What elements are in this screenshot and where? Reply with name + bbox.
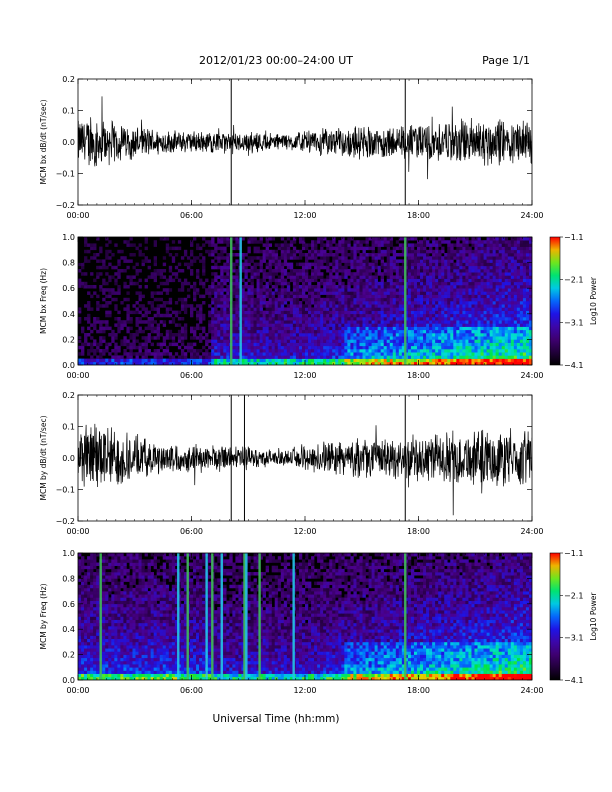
y-tick-label: 0.8 bbox=[62, 259, 75, 268]
spectrogram-cells bbox=[78, 553, 532, 680]
x-tick-label: 06:00 bbox=[180, 686, 203, 695]
stripe-2 bbox=[404, 237, 407, 365]
colorbar-tick-label: −1.1 bbox=[564, 233, 583, 242]
y-tick-label: 0.4 bbox=[62, 310, 75, 319]
stripe-10 bbox=[404, 553, 407, 680]
x-tick-label: 00:00 bbox=[66, 371, 89, 380]
x-tick-label: 12:00 bbox=[293, 371, 316, 380]
x-tick-label: 18:00 bbox=[407, 686, 430, 695]
x-tick-label: 12:00 bbox=[293, 211, 316, 220]
page-indicator: Page 1/1 bbox=[482, 54, 530, 67]
stripe-4 bbox=[211, 553, 214, 680]
y-tick-label: 0.1 bbox=[62, 107, 75, 116]
by-timeseries: 00:00 06:00 12:00 18:00 24:00 0.2 0.1 0.0 −0.1 −0… bbox=[39, 391, 544, 536]
stripe-7 bbox=[245, 553, 248, 680]
y-tick-label: −0.1 bbox=[56, 170, 75, 179]
spectrogram-cells bbox=[78, 237, 532, 365]
y-tick-label: 0.2 bbox=[62, 651, 75, 660]
y-tick-label: −0.1 bbox=[56, 486, 75, 495]
y-tick-label: 0.2 bbox=[62, 75, 75, 84]
panels: 00:00 06:00 12:00 18:00 24:00 0.2 0.1 0.0 −0.1 −0… bbox=[39, 75, 598, 695]
x-tick-label: 24:00 bbox=[520, 527, 543, 536]
y-axis-label: MCM bx Freq (Hz) bbox=[39, 268, 48, 334]
trace-line bbox=[78, 423, 532, 516]
y-tick-label: 0.1 bbox=[62, 423, 75, 432]
stripe-6 bbox=[243, 553, 246, 680]
x-tick-label: 00:00 bbox=[66, 527, 89, 536]
stripe-1 bbox=[239, 237, 242, 365]
by-spectrogram: −1.1 −2.1 −3.1 −4.1 Log10 Power 00:00 06:00 12:… bbox=[39, 549, 598, 695]
y-axis-label: MCM by Freq (Hz) bbox=[39, 583, 48, 649]
y-tick-label: −0.2 bbox=[56, 201, 75, 210]
x-tick-label: 24:00 bbox=[520, 686, 543, 695]
colorbar bbox=[549, 236, 561, 366]
y-tick-label: 1.0 bbox=[62, 233, 75, 242]
y-tick-label: 0.2 bbox=[62, 391, 75, 400]
stripe-5 bbox=[220, 553, 223, 680]
stripe-8 bbox=[258, 553, 261, 680]
stripe-0 bbox=[99, 553, 102, 680]
colorbar-tick-label: −3.1 bbox=[564, 634, 583, 643]
stripe-1 bbox=[177, 553, 180, 680]
colorbar-tick-label: −1.1 bbox=[564, 549, 583, 558]
y-tick-label: 0.8 bbox=[62, 574, 75, 583]
colorbar-label: Log10 Power bbox=[589, 592, 598, 641]
y-tick-label: 0.6 bbox=[62, 284, 75, 293]
trace-line bbox=[78, 96, 532, 180]
colorbar-tick-label: −4.1 bbox=[564, 676, 583, 685]
colorbar-label: Log10 Power bbox=[589, 276, 598, 325]
x-axis-label: Universal Time (hh:mm) bbox=[213, 713, 340, 725]
y-tick-label: 0.2 bbox=[62, 335, 75, 344]
y-axis-label: MCM by dB/dt (nT/sec) bbox=[39, 415, 48, 500]
stripe-9 bbox=[292, 553, 295, 680]
x-tick-label: 00:00 bbox=[66, 211, 89, 220]
colorbar-tick-label: −2.1 bbox=[564, 591, 583, 600]
stripe-0 bbox=[230, 237, 233, 365]
bx-spectrogram: −1.1 −2.1 −3.1 −4.1 Log10 Power 00:00 06:00 12:… bbox=[39, 233, 598, 380]
x-tick-label: 12:00 bbox=[293, 686, 316, 695]
x-tick-label: 18:00 bbox=[407, 211, 430, 220]
colorbar-tick-label: −4.1 bbox=[564, 361, 583, 370]
x-tick-label: 06:00 bbox=[180, 371, 203, 380]
figure-title: 2012/01/23 00:00–24:00 UT bbox=[199, 54, 353, 67]
x-tick-label: 06:00 bbox=[180, 527, 203, 536]
y-tick-label: 0.0 bbox=[62, 454, 75, 463]
x-tick-label: 06:00 bbox=[180, 211, 203, 220]
x-tick-label: 00:00 bbox=[66, 686, 89, 695]
colorbar bbox=[549, 552, 561, 681]
stripe-3 bbox=[205, 553, 208, 680]
y-tick-label: 1.0 bbox=[62, 549, 75, 558]
bx-timeseries: 00:00 06:00 12:00 18:00 24:00 0.2 0.1 0.0 −0.1 −0… bbox=[39, 75, 544, 220]
colorbar-tick-label: −3.1 bbox=[564, 318, 583, 327]
x-tick-label: 24:00 bbox=[520, 371, 543, 380]
x-tick-label: 18:00 bbox=[407, 371, 430, 380]
colorbar-tick-label: −2.1 bbox=[564, 276, 583, 285]
y-tick-label: 0.0 bbox=[62, 361, 75, 370]
y-tick-label: 0.0 bbox=[62, 676, 75, 685]
y-tick-label: 0.0 bbox=[62, 138, 75, 147]
y-tick-label: −0.2 bbox=[56, 517, 75, 526]
y-tick-label: 0.6 bbox=[62, 600, 75, 609]
x-tick-label: 24:00 bbox=[520, 211, 543, 220]
y-axis-label: MCM bx dB/dt (nT/sec) bbox=[39, 99, 48, 184]
y-tick-label: 0.4 bbox=[62, 625, 75, 634]
stripe-2 bbox=[186, 553, 189, 680]
x-tick-label: 12:00 bbox=[293, 527, 316, 536]
x-tick-label: 18:00 bbox=[407, 527, 430, 536]
